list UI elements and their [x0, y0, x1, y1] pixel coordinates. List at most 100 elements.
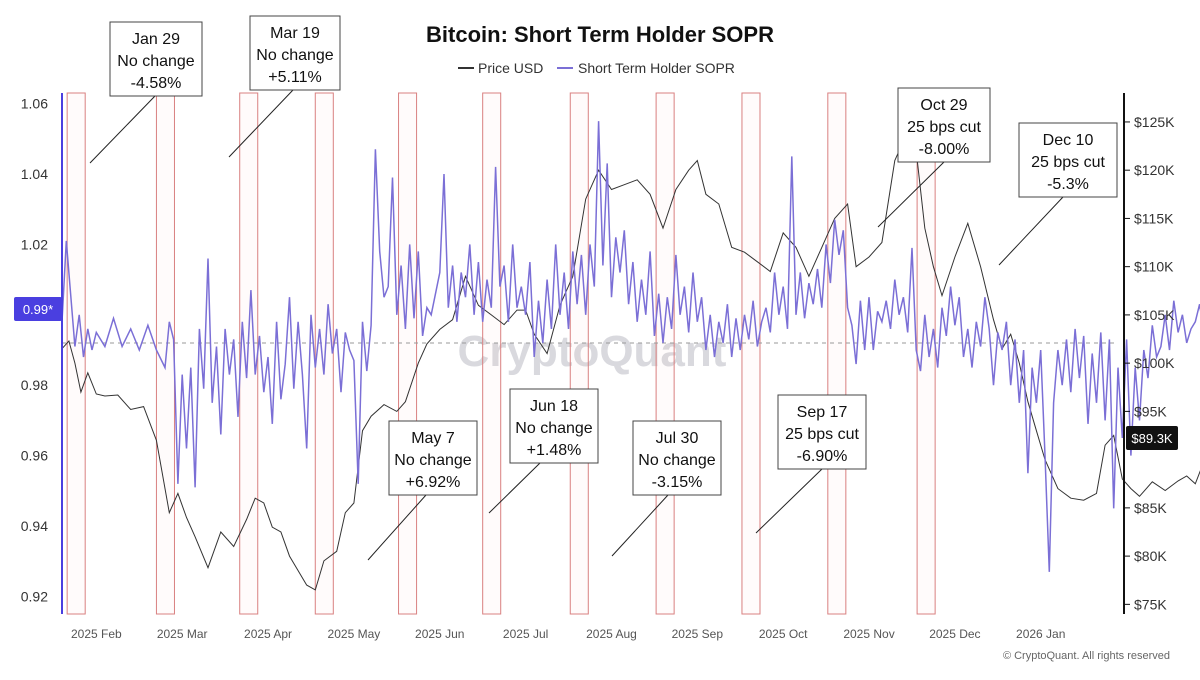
annotation-line: 25 bps cut	[1031, 154, 1105, 171]
annotation-leader	[367, 494, 427, 561]
annotation-box	[509, 388, 599, 464]
annotation-line: Sep 17	[797, 404, 848, 421]
x-tick-label: 2025 Feb	[71, 627, 122, 641]
annotation-box	[109, 21, 203, 97]
annotation-line: -8.00%	[919, 141, 970, 158]
right-tick-label: $120K	[1134, 162, 1175, 178]
annotation-box	[632, 420, 722, 496]
annotation-box	[897, 87, 991, 163]
price-series-line	[61, 130, 1200, 591]
highlight-window-0	[66, 92, 86, 615]
annotation-line: No change	[515, 420, 592, 437]
current-price-badge-text: $89.3K	[1131, 431, 1173, 446]
highlight-window-9	[827, 92, 847, 615]
annotation-2: May 7 No change +6.92%	[367, 420, 478, 561]
annotation-line: Mar 19	[270, 25, 320, 42]
x-tick-label: 2025 May	[328, 627, 381, 641]
annotation-leader	[488, 462, 541, 514]
current-sopr-badge: 0.99*	[14, 297, 62, 321]
left-tick-label: 0.96	[21, 448, 48, 464]
current-price-badge: $89.3K	[1126, 426, 1178, 450]
x-tick-label: 2025 Dec	[929, 627, 980, 641]
highlight-windows	[66, 92, 936, 615]
annotation-leader	[228, 89, 294, 158]
x-tick-label: 2025 Apr	[244, 627, 292, 641]
annotation-leader	[89, 95, 156, 164]
annotation-3: Jun 18 No change +1.48%	[488, 388, 599, 514]
legend-price-label: Price USD	[478, 60, 543, 76]
annotation-line: +5.11%	[268, 69, 322, 86]
current-sopr-badge-text: 0.99*	[23, 302, 53, 317]
annotation-line: 25 bps cut	[907, 119, 981, 136]
x-tick-label: 2025 Oct	[759, 627, 808, 641]
right-tick-label: $110K	[1134, 259, 1174, 275]
legend-sopr-label: Short Term Holder SOPR	[578, 60, 735, 76]
highlight-window-6	[569, 92, 589, 615]
highlight-window-8	[741, 92, 761, 615]
annotation-7: Dec 10 25 bps cut -5.3%	[998, 122, 1118, 266]
right-tick-label: $105K	[1134, 307, 1175, 323]
x-tick-label: 2025 Mar	[157, 627, 208, 641]
x-tick-label: 2025 Sep	[672, 627, 724, 641]
annotation-leader	[998, 196, 1064, 266]
highlight-window-3	[314, 92, 334, 615]
highlight-window-7	[655, 92, 675, 615]
annotation-line: +1.48%	[527, 442, 582, 459]
annotation-6: Oct 29 25 bps cut -8.00%	[877, 87, 991, 228]
right-axis: $125K $120K $115K $110K $105K $100K $95K $85K $8…	[1123, 93, 1175, 614]
annotation-leader	[611, 494, 669, 557]
annotation-line: -4.58%	[131, 75, 182, 92]
annotation-line: -5.3%	[1047, 176, 1089, 193]
annotation-line: No change	[394, 452, 471, 469]
annotation-box	[777, 394, 867, 470]
x-tick-label: 2025 Aug	[586, 627, 637, 641]
annotation-line: No change	[256, 47, 333, 64]
annotation-line: Jan 29	[132, 31, 180, 48]
annotation-leader	[877, 161, 945, 228]
highlight-window-2	[239, 92, 259, 615]
annotation-5: Sep 17 25 bps cut -6.90%	[755, 394, 867, 534]
x-tick-label: 2025 Jul	[503, 627, 548, 641]
x-tick-label: 2026 Jan	[1016, 627, 1065, 641]
left-tick-label: 0.94	[21, 518, 48, 534]
annotation-box	[1018, 122, 1118, 198]
highlight-window-1	[155, 92, 175, 615]
annotation-line: 25 bps cut	[785, 426, 859, 443]
right-tick-label: $85K	[1134, 500, 1167, 516]
annotation-line: -6.90%	[797, 448, 848, 465]
sopr-series-line	[61, 121, 1200, 572]
right-tick-label: $115K	[1134, 210, 1174, 226]
annotation-line: Dec 10	[1043, 132, 1094, 149]
right-tick-label: $95K	[1134, 403, 1167, 419]
annotation-line: No change	[638, 452, 715, 469]
x-tick-label: 2025 Nov	[843, 627, 894, 641]
annotation-4: Jul 30 No change -3.15%	[611, 420, 722, 557]
annotation-line: Jul 30	[656, 430, 699, 447]
annotation-line: Oct 29	[920, 97, 967, 114]
annotation-leader	[755, 468, 823, 534]
left-tick-label: 1.02	[21, 236, 48, 252]
annotation-line: No change	[117, 53, 194, 70]
annotation-0: Jan 29 No change -4.58%	[89, 21, 203, 164]
left-tick-label: 0.98	[21, 377, 48, 393]
left-tick-label: 1.06	[21, 96, 48, 112]
annotation-box	[388, 420, 478, 496]
legend: Price USD Short Term Holder SOPR	[458, 60, 735, 76]
copyright: © CryptoQuant. All rights reserved	[1003, 650, 1170, 662]
right-tick-label: $125K	[1134, 114, 1175, 130]
annotations: Jan 29 No change -4.58% Mar 19 No change +5.1…	[89, 15, 1118, 561]
x-tick-label: 2025 Jun	[415, 627, 464, 641]
annotation-line: +6.92%	[406, 474, 461, 491]
current-price-badge-bg	[1126, 426, 1178, 450]
x-axis: 2025 Feb 2025 Mar 2025 Apr 2025 May 2025 Jun…	[71, 627, 1065, 641]
watermark: CryptoQuant	[458, 327, 727, 376]
left-axis: 1.06 1.04 1.02 0.98 0.96 0.94 0.92	[21, 93, 63, 614]
left-tick-label: 0.92	[21, 588, 48, 604]
annotation-line: -3.15%	[652, 474, 703, 491]
right-tick-label: $75K	[1134, 596, 1167, 612]
highlight-window-4	[398, 92, 418, 615]
annotation-box	[249, 15, 341, 91]
annotation-line: May 7	[411, 430, 455, 447]
